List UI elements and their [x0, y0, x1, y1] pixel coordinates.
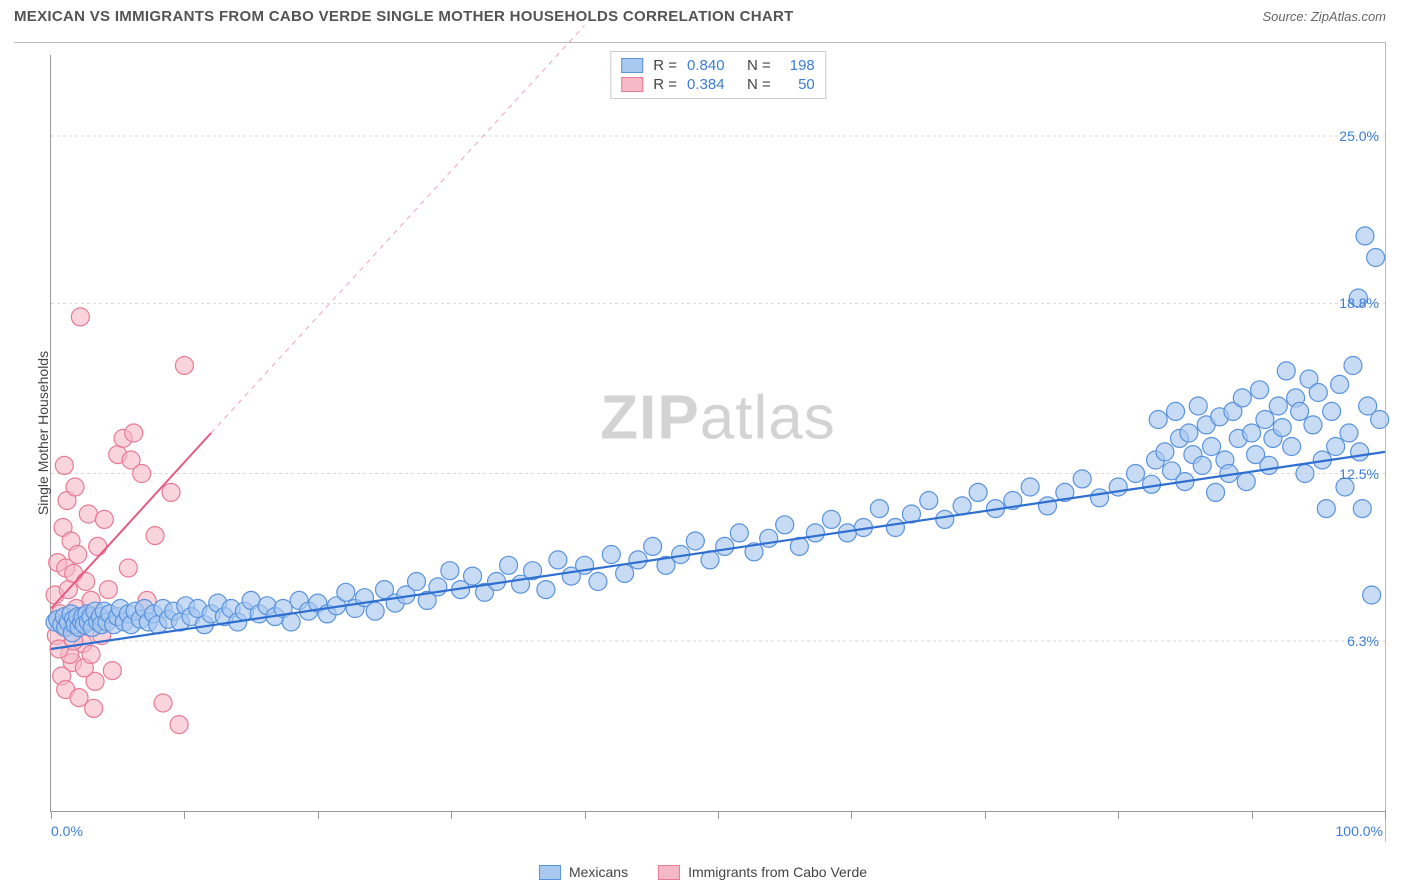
- chart-source: Source: ZipAtlas.com: [1262, 9, 1386, 24]
- r-value-mexicans: 0.840: [687, 57, 737, 74]
- x-tick: [451, 811, 452, 819]
- legend-row-cabo-verde: R = 0.384 N = 50: [621, 75, 815, 94]
- scatter-svg: [51, 55, 1385, 811]
- x-tick: [985, 811, 986, 819]
- x-tick: [184, 811, 185, 819]
- legend-label-mexicans: Mexicans: [569, 864, 628, 880]
- x-tick: [318, 811, 319, 819]
- r-label: R =: [653, 57, 677, 74]
- y-tick-label: 6.3%: [1347, 633, 1379, 649]
- n-label: N =: [747, 76, 771, 93]
- legend-item-cabo-verde: Immigrants from Cabo Verde: [658, 864, 867, 880]
- swatch-cabo-verde-icon: [658, 865, 680, 880]
- y-axis-label: Single Mother Households: [35, 351, 51, 515]
- x-tick: [585, 811, 586, 819]
- x-axis-max-label: 100.0%: [1336, 823, 1383, 839]
- n-label: N =: [747, 57, 771, 74]
- x-tick: [1118, 811, 1119, 819]
- y-tick-label: 12.5%: [1339, 466, 1379, 482]
- n-value-cabo-verde: 50: [781, 76, 815, 93]
- r-value-cabo-verde: 0.384: [687, 76, 737, 93]
- x-tick: [718, 811, 719, 819]
- chart-title: MEXICAN VS IMMIGRANTS FROM CABO VERDE SI…: [14, 8, 794, 25]
- y-tick-label: 18.8%: [1339, 295, 1379, 311]
- legend-label-cabo-verde: Immigrants from Cabo Verde: [688, 864, 867, 880]
- legend-row-mexicans: R = 0.840 N = 198: [621, 56, 815, 75]
- plot-area: Single Mother Households ZIPatlas R = 0.…: [50, 55, 1385, 812]
- x-tick: [1252, 811, 1253, 819]
- x-tick: [51, 811, 52, 819]
- x-tick: [851, 811, 852, 819]
- chart-area: Single Mother Households ZIPatlas R = 0.…: [14, 42, 1386, 842]
- n-value-mexicans: 198: [781, 57, 815, 74]
- x-axis-min-label: 0.0%: [51, 823, 83, 839]
- chart-header: MEXICAN VS IMMIGRANTS FROM CABO VERDE SI…: [0, 0, 1406, 31]
- swatch-mexicans-icon: [539, 865, 561, 880]
- swatch-cabo-verde: [621, 77, 643, 92]
- swatch-mexicans: [621, 58, 643, 73]
- series-legend: Mexicans Immigrants from Cabo Verde: [539, 864, 867, 880]
- r-label: R =: [653, 76, 677, 93]
- legend-item-mexicans: Mexicans: [539, 864, 628, 880]
- correlation-legend: R = 0.840 N = 198 R = 0.384 N = 50: [610, 51, 826, 99]
- x-tick: [1385, 811, 1386, 819]
- y-tick-label: 25.0%: [1339, 128, 1379, 144]
